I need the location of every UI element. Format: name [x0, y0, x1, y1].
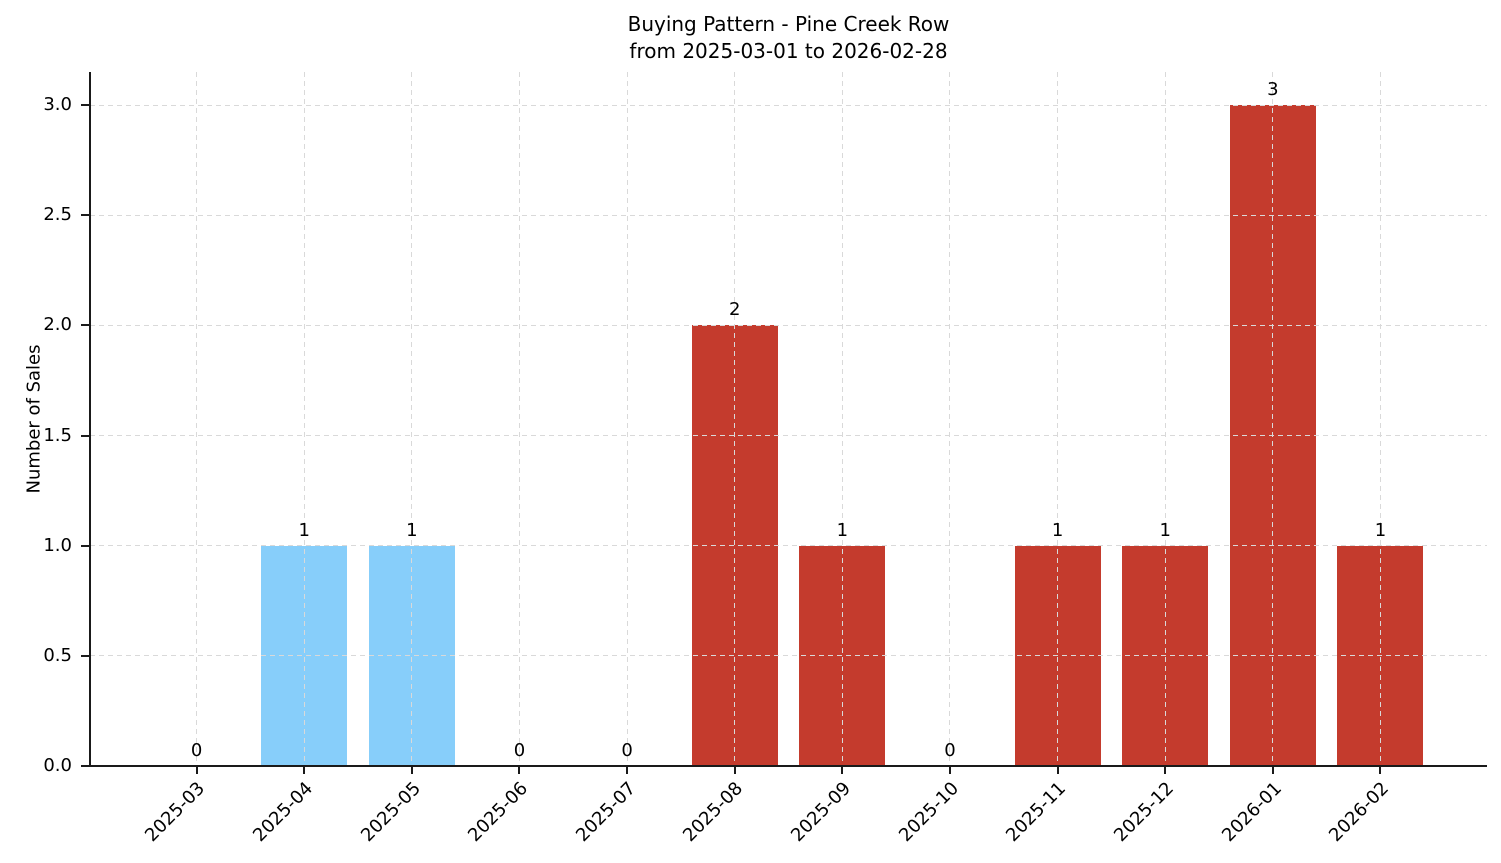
y-axis-tick	[81, 434, 89, 437]
vertical-gridline	[303, 72, 305, 766]
vertical-gridline	[841, 72, 843, 766]
x-axis-tick	[841, 766, 844, 774]
bar-value-label: 1	[298, 519, 310, 541]
y-tick-label: 2.5	[43, 204, 72, 226]
y-tick-label: 2.0	[43, 314, 72, 336]
x-axis-tick	[1056, 766, 1059, 774]
y-axis-label: Number of Sales	[23, 344, 45, 494]
plot-area: 0.0 0.5 1.0 1.5 2.0 2.5 3.0 2025-03 0 2025-04 1 202…	[43, 72, 1487, 846]
bar-value-label: 0	[621, 740, 633, 761]
bar-value-label: 1	[1051, 519, 1064, 541]
x-axis-tick	[195, 766, 198, 774]
bar-value-label: 0	[944, 740, 956, 761]
x-axis-tick	[1164, 766, 1167, 774]
x-tick-label: 2026-02	[1325, 778, 1394, 847]
vertical-gridline	[1164, 72, 1166, 766]
x-axis-tick	[733, 766, 736, 774]
chart-title-line1: Buying Pattern - Pine Creek Row	[627, 12, 950, 36]
x-tick-label: 2025-12	[1110, 778, 1179, 847]
x-tick-label: 2025-06	[464, 778, 533, 847]
x-axis-tick	[303, 766, 306, 774]
y-axis-tick	[81, 544, 89, 547]
bar-value-label: 0	[513, 740, 526, 761]
x-tick-label: 2025-09	[787, 778, 856, 847]
y-tick-label: 3.0	[43, 94, 72, 116]
vertical-gridline	[1057, 72, 1059, 766]
vertical-gridline	[411, 72, 413, 766]
horizontal-gridline	[90, 545, 1487, 547]
x-axis-tick	[626, 766, 629, 774]
horizontal-gridline	[90, 655, 1487, 657]
horizontal-gridline	[90, 104, 1487, 106]
x-tick-label: 2025-11	[1002, 778, 1071, 847]
x-tick-label: 2025-04	[248, 778, 318, 847]
chart-title-line2: from 2025-03-01 to 2026-02-28	[629, 39, 948, 63]
y-tick-label: 0.0	[43, 755, 72, 776]
bar-value-label: 0	[190, 740, 203, 761]
horizontal-gridline	[90, 324, 1487, 326]
y-axis-tick	[81, 214, 89, 217]
y-axis-spine	[89, 72, 91, 766]
bar-value-label: 1	[836, 519, 849, 541]
bar-value-label: 1	[1159, 519, 1171, 541]
vertical-gridline	[1272, 72, 1274, 766]
vertical-gridline	[196, 72, 198, 766]
vertical-gridline	[1379, 72, 1381, 766]
vertical-gridline	[949, 72, 951, 766]
x-axis-tick	[948, 766, 951, 774]
vertical-gridline	[518, 72, 520, 766]
x-axis-tick	[518, 766, 521, 774]
x-tick-label: 2025-08	[679, 778, 748, 847]
y-axis-tick	[81, 654, 89, 657]
horizontal-gridline	[90, 435, 1487, 437]
y-axis-tick	[81, 324, 89, 327]
y-axis-tick	[81, 104, 89, 107]
x-axis-tick	[1379, 766, 1382, 774]
x-tick-label: 2025-03	[141, 778, 210, 847]
x-axis-spine	[89, 765, 1487, 767]
y-tick-label: 1.5	[43, 424, 72, 446]
bar-value-label: 1	[406, 519, 418, 541]
y-tick-label: 0.5	[43, 644, 72, 666]
x-tick-label: 2025-07	[571, 778, 640, 847]
y-tick-label: 1.0	[43, 534, 72, 556]
x-tick-label: 2026-01	[1217, 778, 1286, 847]
x-axis-tick	[410, 766, 413, 774]
bar-value-label: 1	[1374, 519, 1387, 541]
horizontal-gridline	[90, 214, 1487, 216]
x-axis-tick	[1271, 766, 1274, 774]
y-axis-tick	[81, 765, 89, 767]
bar-value-label: 3	[1267, 79, 1279, 101]
x-tick-label: 2025-05	[356, 778, 425, 847]
vertical-gridline	[626, 72, 628, 766]
vertical-gridline	[734, 72, 736, 766]
x-tick-label: 2025-10	[894, 778, 963, 847]
chart-title: Buying Pattern - Pine Creek Row from 202…	[90, 11, 1487, 65]
bar-value-label: 2	[728, 299, 741, 321]
